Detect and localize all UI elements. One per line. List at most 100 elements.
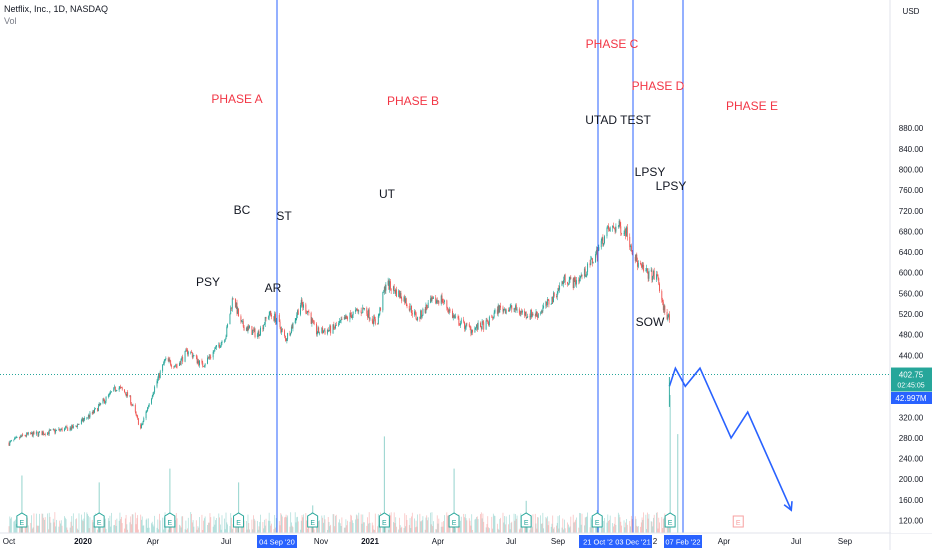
volume-bar xyxy=(70,521,72,533)
wyckoff-label: BC xyxy=(234,203,251,217)
candle-body xyxy=(26,432,28,436)
volume-bar xyxy=(441,522,443,533)
volume-spike xyxy=(21,475,23,533)
price-tick-label: 720.00 xyxy=(899,207,924,216)
earnings-marker[interactable]: E xyxy=(233,512,245,528)
candle-body xyxy=(448,309,450,313)
earnings-marker-letter: E xyxy=(310,520,315,527)
candle-body xyxy=(436,300,437,304)
candle-body xyxy=(406,304,408,306)
candle-body xyxy=(72,425,73,429)
candle-body xyxy=(164,359,166,361)
candle-body xyxy=(360,310,362,313)
earnings-marker[interactable]: E xyxy=(16,512,28,528)
volume-bar xyxy=(275,518,277,533)
volume-bar xyxy=(404,513,406,533)
candle-body xyxy=(526,317,528,318)
volume-bar xyxy=(84,512,85,533)
candle-body xyxy=(39,431,41,433)
earnings-marker[interactable]: E xyxy=(732,515,744,528)
candle-body xyxy=(76,425,78,428)
volume-bar xyxy=(592,525,594,533)
volume-bar xyxy=(491,516,493,533)
price-tick-label: 840.00 xyxy=(899,145,924,154)
earnings-marker[interactable]: E xyxy=(591,512,603,528)
candle-body xyxy=(64,428,65,432)
volume-bar xyxy=(661,517,663,533)
candle-body xyxy=(313,321,315,324)
candle-body xyxy=(41,431,43,436)
candle-body xyxy=(581,274,583,277)
candle-body xyxy=(254,328,256,337)
candle-body xyxy=(319,332,320,334)
volume-bar xyxy=(346,525,348,533)
phase-boundary-lines xyxy=(276,0,684,533)
candle-body xyxy=(492,317,493,319)
candle-body xyxy=(165,358,167,360)
volume-bar xyxy=(61,525,63,533)
candle-body xyxy=(147,407,149,412)
candle-body xyxy=(527,316,529,318)
volume-bar xyxy=(556,522,558,533)
volume-bar xyxy=(399,525,401,533)
candle-body xyxy=(476,324,477,328)
candle-body xyxy=(382,292,384,311)
candle-body xyxy=(548,300,550,305)
candle-body xyxy=(54,429,56,433)
volume-spike xyxy=(677,434,679,533)
volume-bar xyxy=(634,516,636,533)
volume-bar xyxy=(38,525,40,533)
candle-body xyxy=(179,363,181,365)
candle-body xyxy=(71,425,73,430)
volume-bar xyxy=(180,527,182,533)
candle-body xyxy=(516,309,518,311)
candle-body xyxy=(429,298,431,303)
volume-bar xyxy=(67,529,69,533)
candle-body xyxy=(485,320,487,330)
candle-body xyxy=(37,432,39,436)
volume-bar xyxy=(339,523,341,533)
volume-bar xyxy=(21,523,23,533)
earnings-marker[interactable]: E xyxy=(378,512,390,528)
candle-body xyxy=(16,437,18,438)
candle-body xyxy=(420,310,422,319)
time-axis[interactable]: Oct 2020 Apr Jul Nov 2021 Apr Jul Sep Apr Jul Sep 04… xyxy=(3,535,853,548)
candle-body xyxy=(77,424,79,425)
volume-bar xyxy=(356,515,358,533)
volume-bar xyxy=(307,526,309,533)
candle-body xyxy=(643,264,645,271)
price-axis[interactable]: 880.00 840.00 800.00 760.00 720.00 680.00 640.… xyxy=(891,0,932,533)
earnings-marker[interactable]: E xyxy=(93,512,105,528)
candle-body xyxy=(109,392,111,394)
candle-body xyxy=(646,268,648,271)
candle-body xyxy=(260,327,261,335)
volume-bar xyxy=(145,519,147,533)
candle-body xyxy=(635,254,637,261)
earnings-marker[interactable]: E xyxy=(664,512,676,528)
volume-bar xyxy=(208,522,210,533)
volume-bar xyxy=(203,518,205,533)
candle-body xyxy=(547,299,549,301)
candle-body xyxy=(31,432,32,435)
earnings-marker[interactable]: E xyxy=(164,512,176,528)
candle-body xyxy=(263,324,265,326)
wyckoff-label: PSY xyxy=(196,275,220,289)
candle-body xyxy=(459,324,461,326)
candle-body xyxy=(335,324,336,329)
candle-body xyxy=(664,305,666,312)
earnings-marker[interactable]: E xyxy=(520,512,532,528)
volume-bar xyxy=(469,520,471,533)
earnings-marker[interactable]: E xyxy=(448,512,460,528)
volume-bar xyxy=(575,519,576,533)
candle-body xyxy=(251,326,253,335)
candle-body xyxy=(43,432,45,435)
candle-body xyxy=(578,280,580,282)
candle-body xyxy=(80,420,82,424)
volume-bar xyxy=(80,514,82,533)
volume-bar xyxy=(87,514,89,533)
candle-body xyxy=(502,307,504,312)
earnings-marker[interactable]: E xyxy=(307,512,319,528)
